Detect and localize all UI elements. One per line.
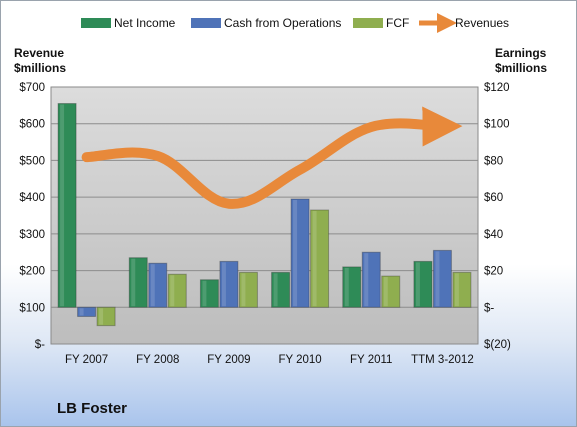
- right-tick-label: $-: [484, 302, 494, 314]
- legend-net-income-label: Net Income: [114, 16, 176, 30]
- chart: Net Income Cash from Operations FCF Reve…: [14, 13, 547, 366]
- legend-fcf-label: FCF: [386, 16, 409, 30]
- left-axis-title-line2: $millions: [14, 61, 66, 75]
- plot-area: [50, 86, 479, 345]
- cash-from-operations-bar: [432, 249, 452, 308]
- right-tick-label: $(20): [484, 339, 511, 351]
- x-tick-label: FY 2010: [278, 354, 321, 366]
- left-tick-label: $400: [19, 192, 45, 204]
- cash-from-operations-bar: [219, 260, 239, 308]
- fcf-bar: [238, 271, 258, 308]
- x-tick-label: FY 2008: [136, 354, 179, 366]
- legend-cash-from-operations-label: Cash from Operations: [224, 16, 341, 30]
- cash-from-operations-bar-highlight: [150, 264, 155, 307]
- fcf-bar: [96, 306, 116, 327]
- fcf-bar-highlight: [170, 275, 175, 307]
- cash-from-operations-bar: [290, 198, 310, 308]
- cash-from-operations-bar-highlight: [435, 251, 440, 307]
- left-tick-label: $700: [19, 82, 45, 94]
- net-income-bar: [57, 103, 77, 308]
- bars: [57, 103, 472, 327]
- legend-fcf-swatch: [353, 18, 383, 28]
- legend-net-income-swatch: [81, 18, 111, 28]
- left-tick-label: $-: [35, 339, 45, 351]
- legend-revenues-label: Revenues: [455, 16, 509, 30]
- right-tick-label: $100: [484, 119, 510, 131]
- revenue-line: [81, 106, 463, 209]
- net-income-bar-highlight: [131, 258, 136, 307]
- left-tick-label: $200: [19, 266, 45, 278]
- right-tick-label: $20: [484, 266, 503, 278]
- left-tick-label: $300: [19, 229, 45, 241]
- net-income-bar-highlight: [344, 267, 349, 307]
- fcf-bar: [310, 209, 330, 308]
- net-income-bar-highlight: [415, 262, 420, 307]
- fcf-bar: [381, 275, 401, 308]
- x-tick-label: FY 2011: [350, 354, 392, 366]
- cash-from-operations-bar: [77, 306, 97, 317]
- right-axis-title-line1: Earnings: [495, 46, 547, 60]
- left-axis-title-line1: Revenue: [14, 46, 64, 60]
- fcf-bar-highlight: [383, 277, 388, 307]
- legend-cash-from-operations-swatch: [191, 18, 221, 28]
- company-name: LB Foster: [57, 400, 128, 417]
- net-income-bar-highlight: [273, 273, 278, 307]
- net-income-bar: [413, 260, 433, 308]
- left-tick-label: $100: [19, 302, 45, 314]
- right-axis-ticks: $(20) $- $20 $40 $60 $80 $100 $120: [484, 82, 511, 351]
- net-income-bar: [342, 266, 362, 308]
- right-tick-label: $80: [484, 155, 503, 167]
- right-tick-label: $120: [484, 82, 510, 94]
- fcf-bar-highlight: [312, 210, 317, 307]
- cash-from-operations-bar-highlight: [221, 262, 226, 307]
- x-tick-label: FY 2007: [65, 354, 108, 366]
- x-tick-label: TTM 3-2012: [411, 354, 474, 366]
- net-income-bar: [199, 279, 219, 308]
- fcf-bar-highlight: [454, 273, 459, 307]
- cash-from-operations-bar-highlight: [293, 199, 298, 307]
- fcf-bar: [452, 271, 472, 308]
- fcf-bar: [167, 273, 187, 308]
- net-income-bar: [271, 271, 291, 308]
- right-tick-label: $60: [484, 192, 503, 204]
- net-income-bar-highlight: [60, 104, 65, 307]
- right-tick-label: $40: [484, 229, 503, 241]
- x-tick-label: FY 2009: [207, 354, 250, 366]
- fcf-bar-highlight: [241, 273, 246, 307]
- cash-from-operations-bar-highlight: [79, 308, 84, 316]
- legend: Net Income Cash from Operations FCF Reve…: [81, 13, 509, 33]
- net-income-bar: [128, 257, 148, 308]
- left-tick-label: $500: [19, 155, 45, 167]
- cash-from-operations-bar: [148, 262, 168, 308]
- cash-from-operations-bar-highlight: [364, 253, 369, 307]
- net-income-bar-highlight: [202, 280, 207, 307]
- cash-from-operations-bar: [361, 251, 381, 308]
- left-axis-ticks: $- $100 $200 $300 $400 $500 $600 $700: [19, 82, 45, 351]
- x-axis-ticks: FY 2007 FY 2008 FY 2009 FY 2010 FY 2011 TTM 3…: [65, 354, 474, 366]
- revenue-line-path: [81, 106, 463, 209]
- fcf-bar-highlight: [99, 308, 104, 325]
- left-tick-label: $600: [19, 119, 45, 131]
- right-axis-title-line2: $millions: [495, 61, 547, 75]
